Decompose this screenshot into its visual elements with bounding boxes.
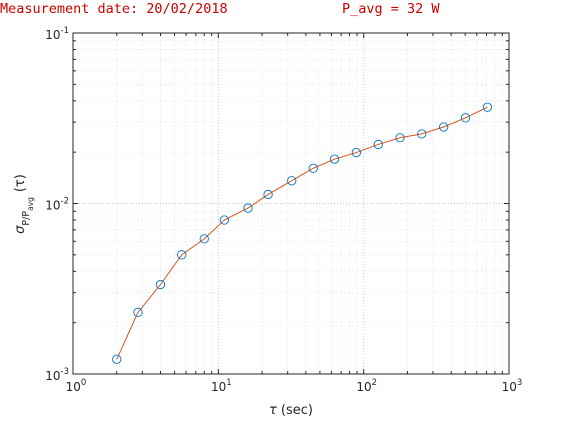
data-point <box>438 122 449 132</box>
x-tick-label: 101 <box>211 378 232 394</box>
series-markers <box>112 102 493 364</box>
x-axis-symbol: τ <box>269 403 277 418</box>
grid <box>73 33 509 374</box>
data-point <box>308 163 318 173</box>
data-point <box>287 176 297 186</box>
y-axis-sigma: σ <box>13 225 28 234</box>
data-point <box>177 250 187 260</box>
measurement-date-text: Measurement date: 20/02/2018 <box>0 1 228 17</box>
data-point <box>243 203 253 213</box>
p-avg-text: P_avg = 32 W <box>342 1 440 17</box>
data-point <box>395 133 405 143</box>
y-axis-subsub: avg <box>26 197 35 211</box>
header: Measurement date: 20/02/2018 P_avg = 32 … <box>0 0 561 20</box>
series-line <box>116 106 488 360</box>
data-point <box>482 102 493 112</box>
data-point <box>155 279 166 290</box>
y-axis-label: σP/Pavg (τ) <box>13 174 35 234</box>
x-tick-label: 102 <box>356 378 377 394</box>
ticks <box>73 33 509 374</box>
data-point <box>329 154 340 164</box>
data-point <box>133 307 143 317</box>
y-axis-sub: P/P <box>21 211 32 226</box>
data-point <box>351 147 361 158</box>
y-tick-labels: 10-3 10-2 10-1 <box>45 26 69 383</box>
x-tick-label: 100 <box>66 378 87 394</box>
data-point <box>417 129 427 139</box>
x-tick-labels: 100 101 102 103 <box>66 378 523 394</box>
data-point <box>112 354 122 364</box>
data-point <box>199 234 209 244</box>
data-point <box>460 113 471 123</box>
x-axis-unit: (sec) <box>281 403 313 418</box>
data-point <box>373 139 383 150</box>
data-point <box>263 189 273 200</box>
x-axis-label: τ (sec) <box>269 403 313 418</box>
y-tick-label: 10-1 <box>45 26 69 42</box>
data-point <box>219 215 229 225</box>
y-tick-label: 10-3 <box>45 367 69 383</box>
plot-area <box>73 33 509 374</box>
x-tick-label: 103 <box>502 378 523 394</box>
y-tick-label: 10-2 <box>45 197 69 213</box>
y-axis-arg: (τ) <box>13 174 28 192</box>
